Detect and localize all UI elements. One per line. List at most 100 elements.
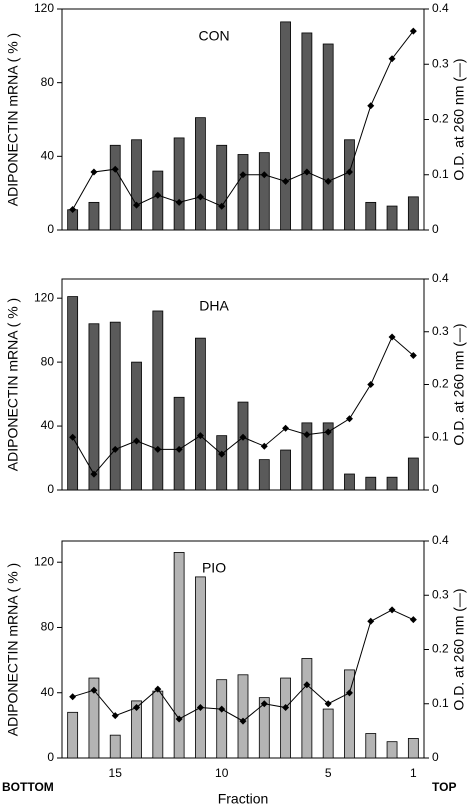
od-marker xyxy=(154,191,162,199)
od-marker xyxy=(175,198,183,206)
bar xyxy=(67,711,79,759)
od-marker xyxy=(154,445,162,453)
od-marker xyxy=(111,712,119,720)
od-marker xyxy=(282,177,290,185)
od-marker xyxy=(324,700,332,708)
y2-tick-label: 0 xyxy=(432,750,439,764)
bar xyxy=(131,700,142,759)
od-marker xyxy=(111,445,119,453)
panel-title: DHA xyxy=(199,298,229,314)
y-tick-label: 0 xyxy=(47,222,54,236)
od-marker xyxy=(303,431,311,439)
od-marker xyxy=(409,27,417,35)
od-marker xyxy=(282,424,290,432)
od-marker xyxy=(218,202,226,210)
y2-axis-label: O.D. at 260 nm (—) xyxy=(451,58,467,180)
od-marker xyxy=(175,445,183,453)
y2-tick-label: 0.1 xyxy=(432,696,449,710)
y2-tick-label: 0.3 xyxy=(432,324,449,338)
bar xyxy=(280,449,291,491)
od-marker xyxy=(260,442,268,450)
y-tick-label: 80 xyxy=(41,620,55,634)
od-marker xyxy=(196,704,204,712)
bar xyxy=(280,677,291,759)
od-marker xyxy=(90,470,98,478)
x-tick-label: 10 xyxy=(215,766,229,780)
bar xyxy=(386,476,398,491)
y2-tick-label: 0 xyxy=(432,222,439,236)
bar xyxy=(301,422,313,491)
bar xyxy=(237,401,249,491)
od-marker xyxy=(90,168,98,176)
y2-tick-label: 0 xyxy=(432,482,439,496)
y-tick-label: 120 xyxy=(34,1,54,15)
y2-tick-label: 0.2 xyxy=(432,642,449,656)
od-marker xyxy=(239,717,247,725)
y-tick-label: 40 xyxy=(41,685,55,699)
od-marker xyxy=(175,715,183,723)
bar xyxy=(173,552,185,759)
od-marker xyxy=(196,193,204,201)
od-marker xyxy=(409,616,417,624)
bar xyxy=(280,21,291,231)
bar xyxy=(109,144,121,231)
y2-tick-label: 0.2 xyxy=(432,377,449,391)
bar xyxy=(131,361,142,491)
bar xyxy=(237,154,249,231)
od-marker xyxy=(303,168,311,176)
bar xyxy=(386,205,398,231)
od-marker xyxy=(282,704,290,712)
y-tick-label: 120 xyxy=(34,554,54,568)
y-axis-label: ADIPONECTIN mRNA ( % ) xyxy=(5,33,21,206)
panel-title: PIO xyxy=(202,560,226,576)
bar xyxy=(258,697,270,759)
y-tick-label: 80 xyxy=(41,354,55,368)
bar xyxy=(152,170,164,231)
od-marker xyxy=(260,171,268,179)
bar xyxy=(301,658,313,759)
bar xyxy=(216,144,228,231)
od-marker xyxy=(388,55,396,63)
y2-tick-label: 0.4 xyxy=(432,533,449,547)
y2-tick-label: 0.3 xyxy=(432,587,449,601)
bar xyxy=(322,422,334,491)
y2-tick-label: 0.3 xyxy=(432,56,449,70)
od-marker xyxy=(218,705,226,713)
top-note: TOP xyxy=(432,780,456,794)
od-marker xyxy=(303,681,311,689)
od-marker xyxy=(90,686,98,694)
y-axis-label: ADIPONECTIN mRNA ( % ) xyxy=(5,563,21,736)
od-marker xyxy=(69,693,77,701)
y-tick-label: 40 xyxy=(41,418,55,432)
y2-tick-label: 0.1 xyxy=(432,429,449,443)
bar xyxy=(88,677,100,759)
y-tick-label: 80 xyxy=(41,75,55,89)
bar xyxy=(195,576,206,759)
bar xyxy=(152,310,164,491)
od-marker xyxy=(133,201,141,209)
od-marker xyxy=(69,433,77,441)
bar xyxy=(386,741,398,759)
bar xyxy=(301,32,313,231)
bar xyxy=(344,669,355,759)
od-marker xyxy=(154,685,162,693)
bar xyxy=(216,679,228,759)
x-tick-label: 5 xyxy=(325,766,332,780)
y-axis-label: ADIPONECTIN mRNA ( % ) xyxy=(5,298,21,471)
od-marker xyxy=(324,177,332,185)
od-marker xyxy=(196,432,204,440)
od-marker xyxy=(388,333,396,341)
x-tick-label: 15 xyxy=(109,766,123,780)
od-marker xyxy=(409,351,417,359)
y-tick-label: 0 xyxy=(47,482,54,496)
bar xyxy=(88,323,100,491)
bar xyxy=(322,708,334,759)
bar xyxy=(109,734,121,759)
bar xyxy=(152,690,164,759)
od-marker xyxy=(367,617,375,625)
y2-tick-label: 0.4 xyxy=(432,1,449,15)
bar xyxy=(67,296,79,491)
bar xyxy=(88,201,100,231)
bar xyxy=(407,196,419,231)
